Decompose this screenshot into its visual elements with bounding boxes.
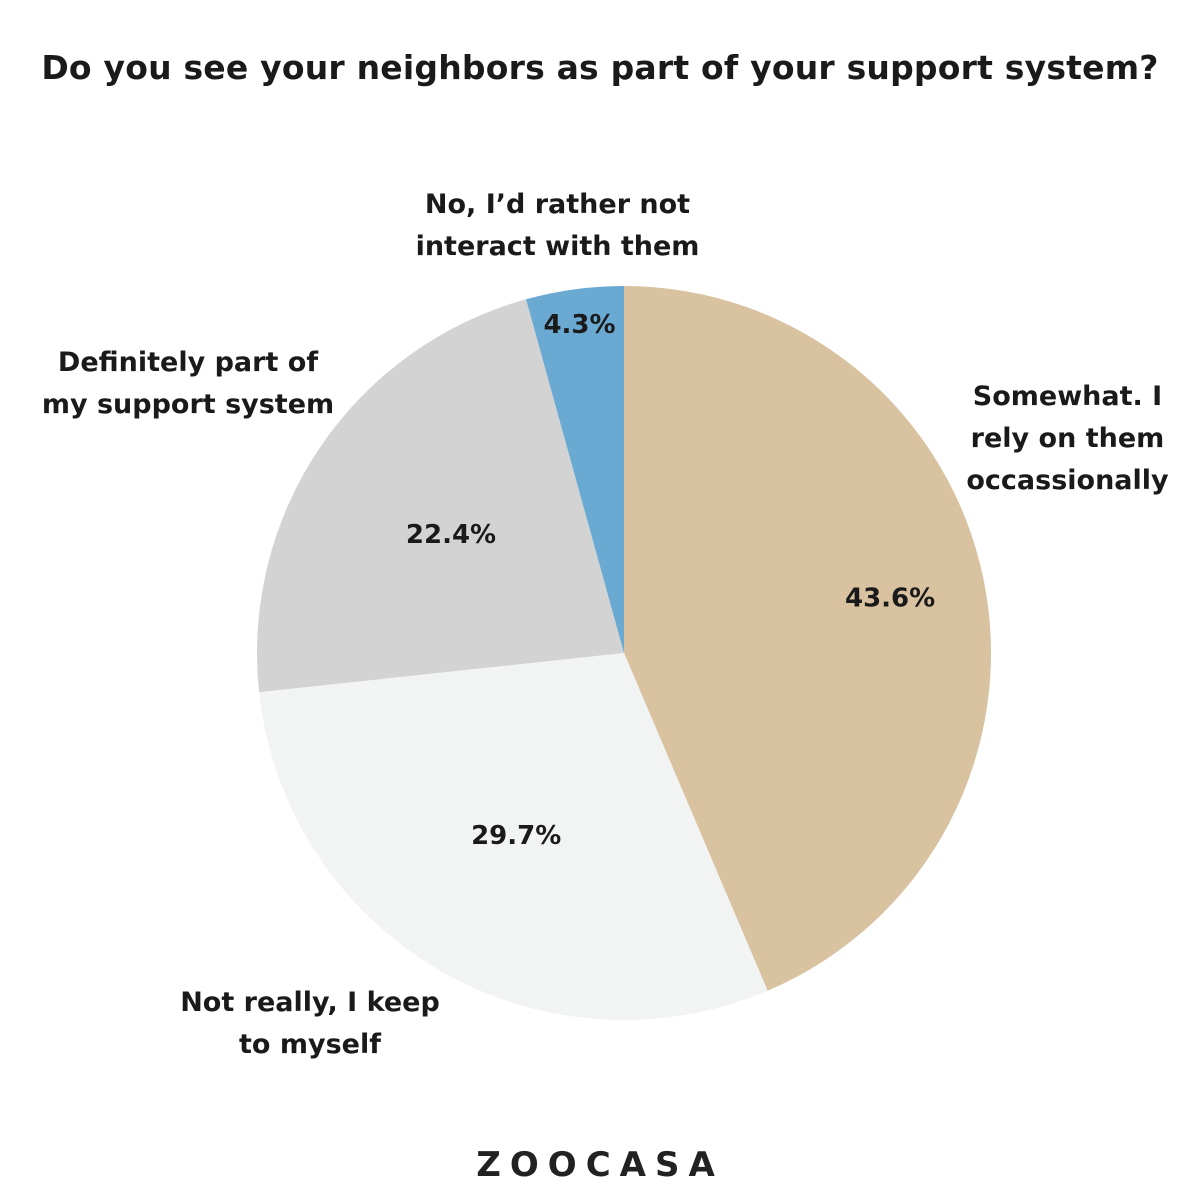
pie-slice-not-really — [259, 653, 768, 1021]
category-label-somewhat: Somewhat. I rely on them occassionally — [966, 381, 1169, 496]
category-label-not-really: Not really, I keep to myself — [180, 987, 440, 1060]
value-label-somewhat: 43.6% — [845, 583, 935, 613]
category-label-definitely: Definitely part of my support system — [41, 347, 335, 420]
zoocasa-logo: ZOOCASA — [476, 1145, 724, 1185]
value-label-not-really: 29.7% — [471, 821, 561, 851]
chart-title: Do you see your neighbors as part of you… — [41, 48, 1159, 87]
pie-slice-no — [526, 286, 624, 653]
category-label-no: No, I’d rather not interact with them — [415, 189, 700, 262]
value-label-definitely: 22.4% — [406, 520, 496, 550]
pie-slice-definitely — [256, 299, 624, 693]
value-label-no: 4.3% — [543, 310, 615, 340]
pie-slice-somewhat — [624, 286, 992, 991]
